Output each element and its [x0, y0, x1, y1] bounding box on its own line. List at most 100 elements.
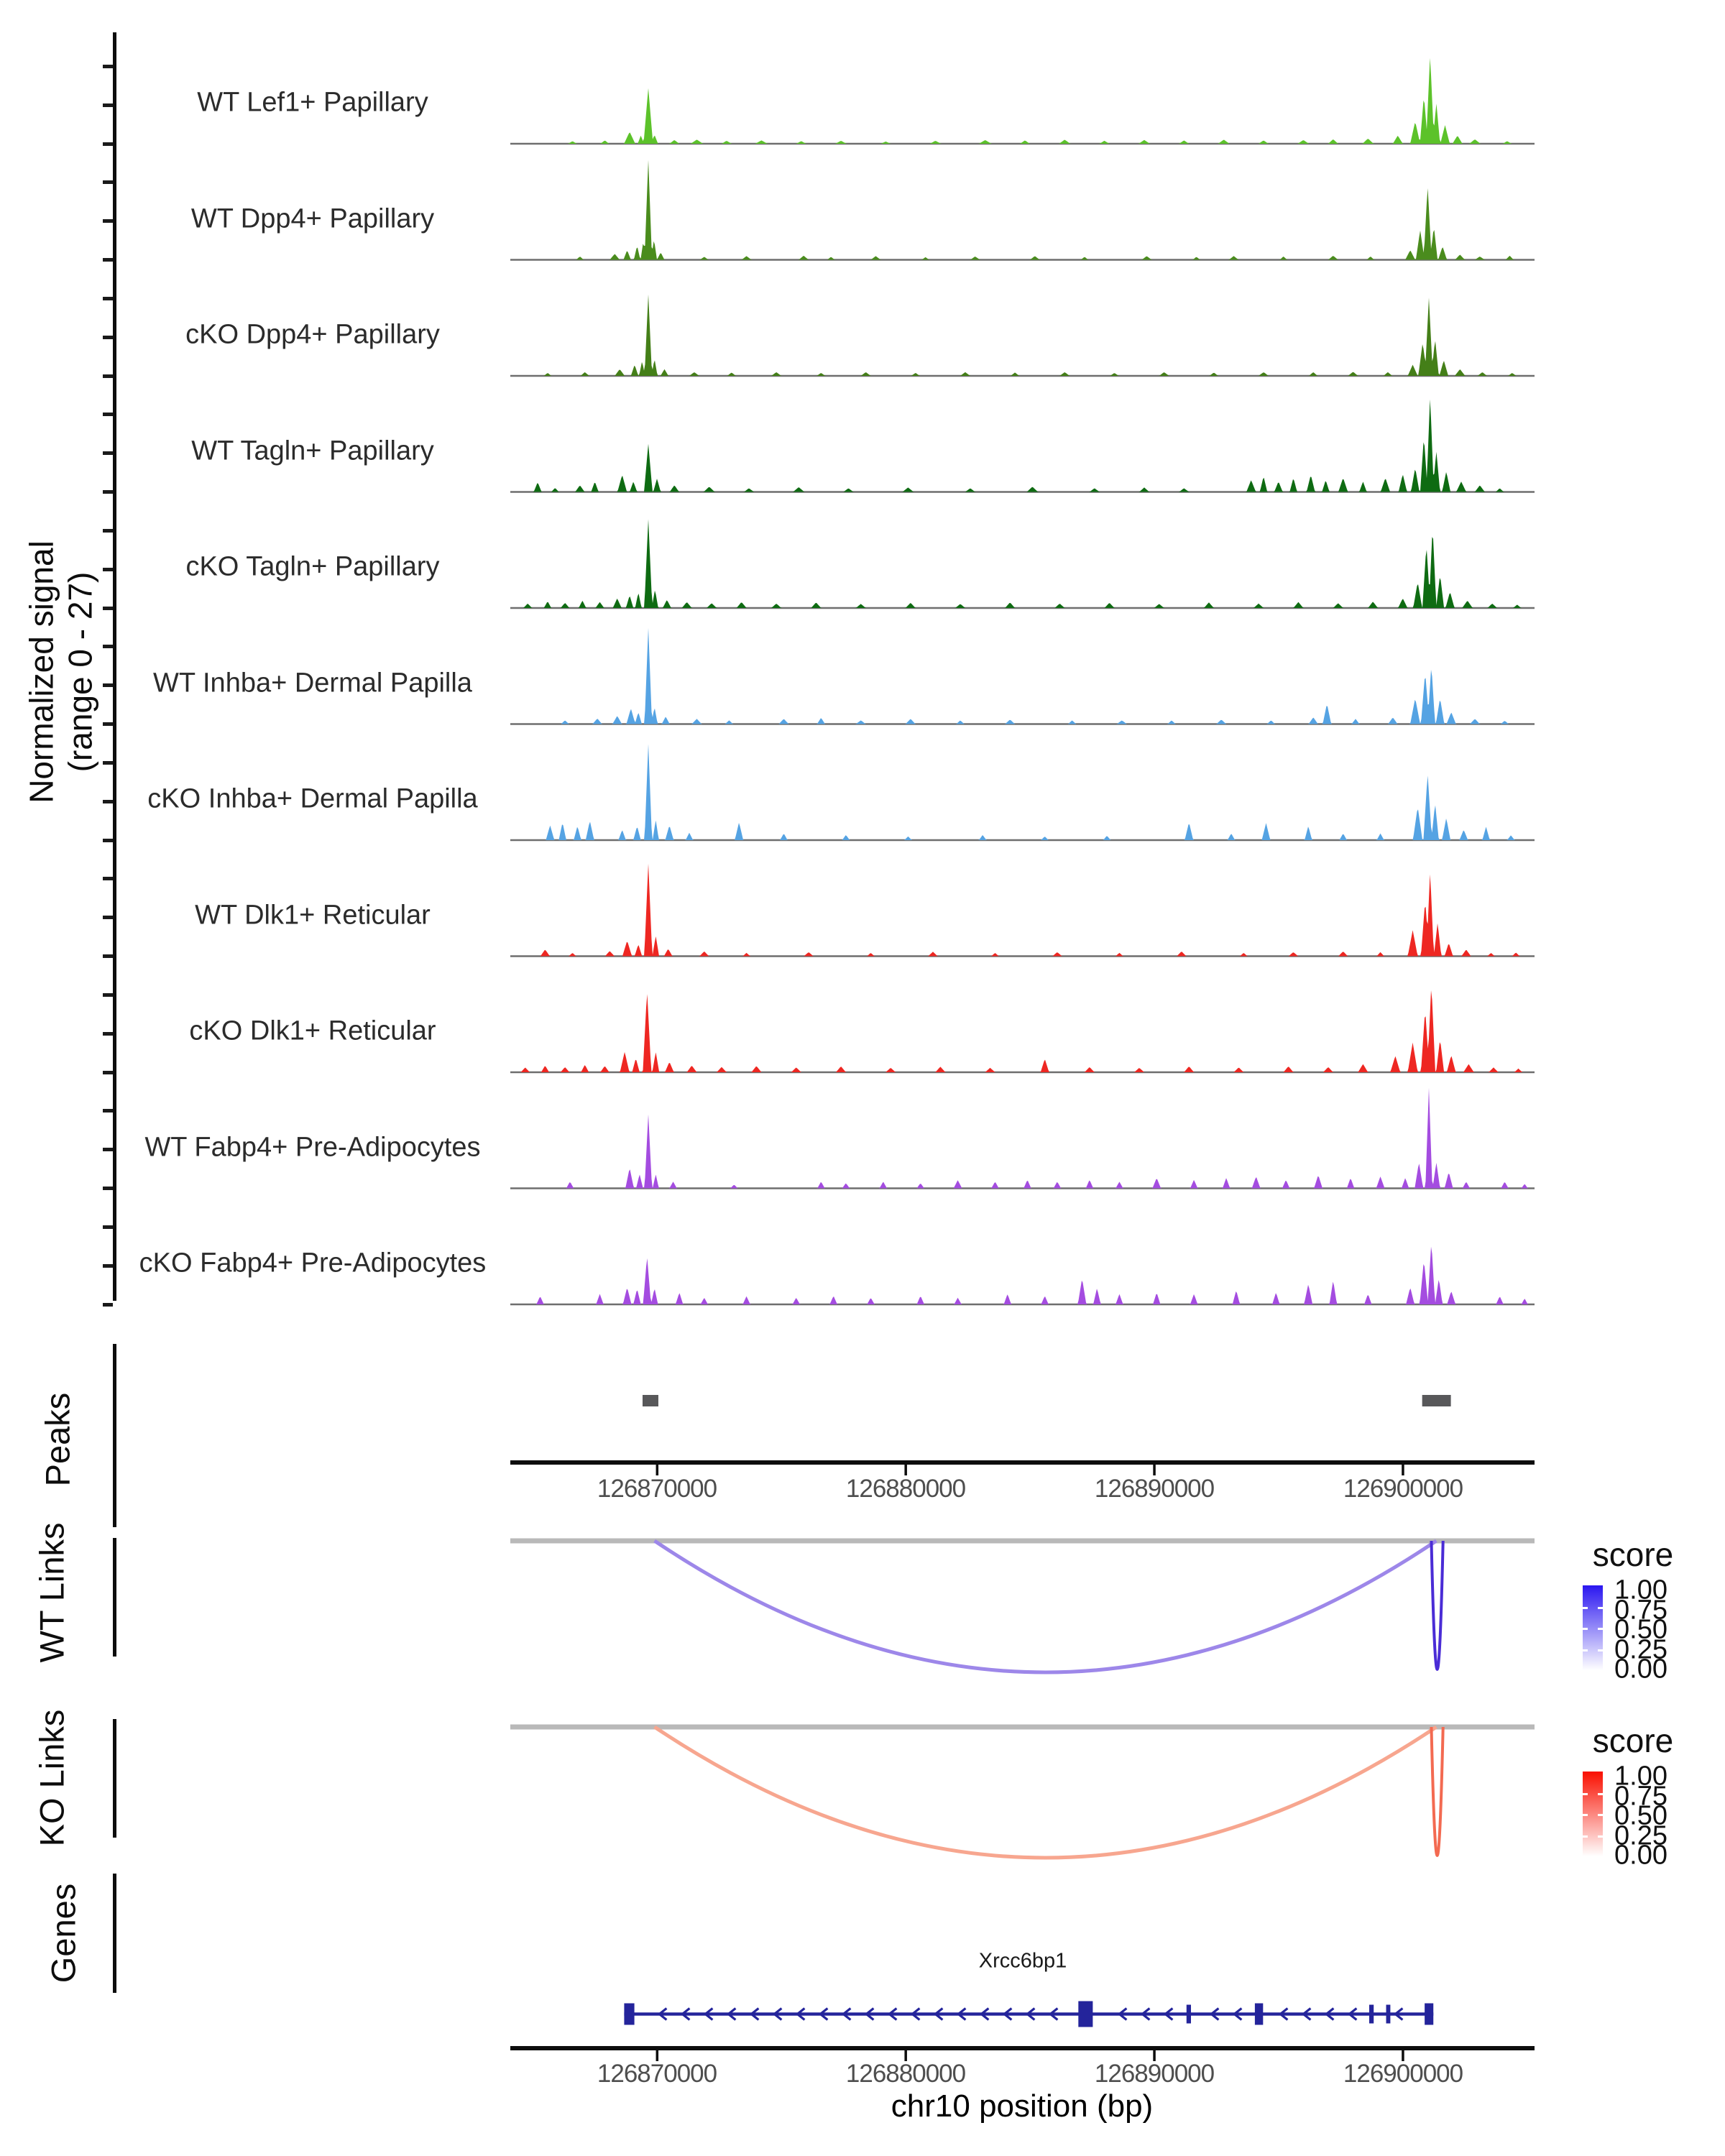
link-arc	[1430, 1726, 1445, 1857]
peaks-bracket	[113, 1344, 116, 1527]
gene-strand-chevron	[772, 2007, 783, 2021]
signal-axis-tick	[103, 1148, 113, 1151]
signal-area	[510, 1087, 1535, 1189]
signal-axis-tick	[103, 219, 113, 223]
signal-area	[510, 863, 1535, 957]
legend-bar-notch	[1598, 1793, 1603, 1795]
track-label: cKO Dlk1+ Reticular	[189, 1015, 436, 1046]
genomic-axis-tick	[904, 1465, 907, 1475]
legend-bar-notch	[1583, 1814, 1588, 1816]
signal-area	[510, 160, 1535, 260]
genomic-axis-tick	[1402, 1465, 1404, 1475]
gene-strand-chevron	[841, 2007, 852, 2021]
track-label: WT Tagln+ Papillary	[191, 436, 434, 466]
signal-axis-tick	[103, 683, 113, 687]
legend-bar-notch	[1598, 1835, 1603, 1838]
signal-axis-tick	[103, 954, 113, 958]
legend-tick-label: 1.00	[1614, 1761, 1668, 1792]
gene-strand-chevron	[1324, 2007, 1335, 2021]
link-arc	[653, 1539, 1438, 1674]
legend-tick-label: 0.50	[1614, 1800, 1668, 1831]
link-arc	[1430, 1540, 1445, 1671]
legend-bar-notch	[1598, 1814, 1603, 1816]
gene-strand-chevron	[680, 2007, 691, 2021]
gene-strand-chevron	[1002, 2007, 1013, 2021]
signal-axis-tick	[103, 761, 113, 765]
track-label: WT Inhba+ Dermal Papilla	[153, 668, 472, 698]
genomic-axis-tick	[1153, 2050, 1156, 2061]
signal-axis-tick	[103, 180, 113, 184]
genomic-axis-tick-label: 126900000	[1343, 2060, 1463, 2088]
signal-axis-tick	[103, 142, 113, 146]
signal-axis-tick	[103, 258, 113, 262]
signal-axis-tick	[103, 1032, 113, 1036]
gene-strand-chevron	[1393, 2007, 1404, 2021]
gene-strand-chevron	[1347, 2007, 1358, 2021]
section-label-peaks: Peaks	[38, 1392, 77, 1487]
genomic-axis-tick-label: 126870000	[597, 1475, 717, 1503]
signal-axis-tick	[103, 413, 113, 416]
section-label-genes: Genes	[44, 1883, 83, 1984]
signal-axis-tick	[103, 336, 113, 339]
signal-axis-tick	[103, 993, 113, 997]
signal-bracket	[113, 32, 116, 1301]
genomic-axis-tick	[656, 1465, 659, 1475]
signal-axis-tick	[103, 374, 113, 378]
legend-tick-label: 0.00	[1614, 1840, 1668, 1871]
track-label: WT Dlk1+ Reticular	[195, 900, 431, 930]
gene-strand-chevron	[726, 2007, 737, 2021]
signal-area	[510, 399, 1535, 492]
signal-axis-tick	[103, 568, 113, 571]
gene-strand-chevron	[933, 2007, 944, 2021]
gene-strand-chevron	[956, 2007, 967, 2021]
gene-strand-chevron	[887, 2007, 898, 2021]
genes-bracket	[113, 1874, 116, 1993]
signal-area	[510, 744, 1535, 840]
signal-axis-tick	[103, 722, 113, 726]
gene-exon	[1368, 2004, 1374, 2024]
legend-bar-notch	[1598, 1649, 1603, 1651]
signal-axis-tick	[103, 916, 113, 919]
gene-strand-chevron	[1278, 2007, 1289, 2021]
legend-bar-notch	[1598, 1628, 1603, 1630]
signal-axis-tick	[103, 1303, 113, 1307]
gene-strand-chevron	[910, 2007, 921, 2021]
links-baseline	[510, 1538, 1535, 1544]
gene-exon	[1078, 2001, 1093, 2027]
signal-axis-tick	[103, 1187, 113, 1190]
section-label-wt-links: WT Links	[32, 1522, 71, 1663]
signal-area	[510, 990, 1535, 1072]
track-label: cKO Fabp4+ Pre-Adipocytes	[139, 1248, 487, 1279]
genomic-axis-tick	[904, 2050, 907, 2061]
genomic-axis-tick	[656, 2050, 659, 2061]
track-label: cKO Dpp4+ Papillary	[185, 319, 440, 350]
gene-exon	[1254, 2003, 1264, 2025]
signal-area	[510, 519, 1535, 608]
genomic-axis-line	[510, 1460, 1535, 1465]
gene-strand-chevron	[657, 2007, 668, 2021]
signal-axis-tick	[103, 529, 113, 533]
genomic-axis-tick-label: 126890000	[1094, 2060, 1215, 2088]
genomic-axis-tick-label: 126890000	[1094, 1475, 1215, 1503]
signal-area	[510, 1246, 1535, 1304]
signal-axis-tick	[103, 65, 113, 68]
signal-axis-tick	[103, 645, 113, 648]
gene-exon	[1425, 2003, 1434, 2025]
legend-bar-notch	[1598, 1607, 1603, 1609]
legend-bar-notch	[1583, 1628, 1588, 1630]
signal-axis-tick	[103, 1071, 113, 1074]
signal-area	[510, 627, 1535, 724]
genomic-axis-tick-label: 126900000	[1343, 1475, 1463, 1503]
gene-exon	[1386, 2004, 1391, 2024]
gene-strand-chevron	[1301, 2007, 1312, 2021]
signal-axis-tick	[103, 877, 113, 880]
legend-bar-notch	[1583, 1649, 1588, 1651]
gene-strand-chevron	[795, 2007, 806, 2021]
genomic-axis-line	[510, 2046, 1535, 2050]
gene-exon	[1186, 2004, 1192, 2024]
track-label: WT Lef1+ Papillary	[197, 87, 428, 118]
legend-tick-label: 0.25	[1614, 1820, 1668, 1851]
signal-axis-tick	[103, 1109, 113, 1112]
track-label: WT Fabp4+ Pre-Adipocytes	[144, 1132, 481, 1162]
